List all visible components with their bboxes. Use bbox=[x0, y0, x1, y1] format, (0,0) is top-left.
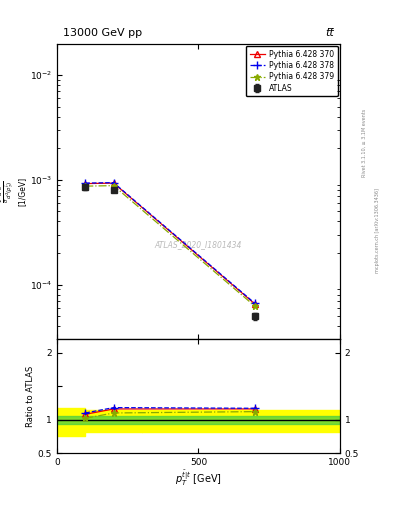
Legend: Pythia 6.428 370, Pythia 6.428 378, Pythia 6.428 379, ATLAS: Pythia 6.428 370, Pythia 6.428 378, Pyth… bbox=[246, 46, 338, 96]
Pythia 6.428 379 bbox=[253, 303, 257, 309]
Pythia 6.428 378 bbox=[253, 301, 257, 307]
Pythia 6.428 370 bbox=[253, 301, 257, 307]
Text: $p_T^{\bar{t}}$ (ATLAS ttbar): $p_T^{\bar{t}}$ (ATLAS ttbar) bbox=[262, 52, 331, 69]
Text: ATLAS_2020_I1801434: ATLAS_2020_I1801434 bbox=[155, 240, 242, 249]
Line: Pythia 6.428 370: Pythia 6.428 370 bbox=[82, 180, 259, 308]
Y-axis label: $\frac{1}{\sigma}\frac{d^2\sigma}{d^2(p_T^{\bar{t}})}$
[1/GeV]: $\frac{1}{\sigma}\frac{d^2\sigma}{d^2(p_… bbox=[0, 177, 27, 206]
Pythia 6.428 378 bbox=[111, 180, 116, 186]
Text: tt̅: tt̅ bbox=[325, 28, 334, 37]
Text: mcplots.cern.ch [arXiv:1306.3436]: mcplots.cern.ch [arXiv:1306.3436] bbox=[375, 188, 380, 273]
Pythia 6.428 379 bbox=[83, 183, 88, 189]
X-axis label: $p^{\bar{t}|t}_{T}$ [GeV]: $p^{\bar{t}|t}_{T}$ [GeV] bbox=[175, 468, 222, 488]
Pythia 6.428 370 bbox=[83, 181, 88, 187]
Y-axis label: Ratio to ATLAS: Ratio to ATLAS bbox=[26, 366, 35, 427]
Line: Pythia 6.428 378: Pythia 6.428 378 bbox=[81, 179, 259, 308]
Text: Rivet 3.1.10, ≥ 3.1M events: Rivet 3.1.10, ≥ 3.1M events bbox=[362, 109, 367, 178]
Line: Pythia 6.428 379: Pythia 6.428 379 bbox=[82, 182, 259, 310]
Pythia 6.428 379 bbox=[111, 183, 116, 189]
Pythia 6.428 378 bbox=[83, 180, 88, 186]
Pythia 6.428 370 bbox=[111, 180, 116, 186]
Text: 13000 GeV pp: 13000 GeV pp bbox=[62, 28, 142, 37]
